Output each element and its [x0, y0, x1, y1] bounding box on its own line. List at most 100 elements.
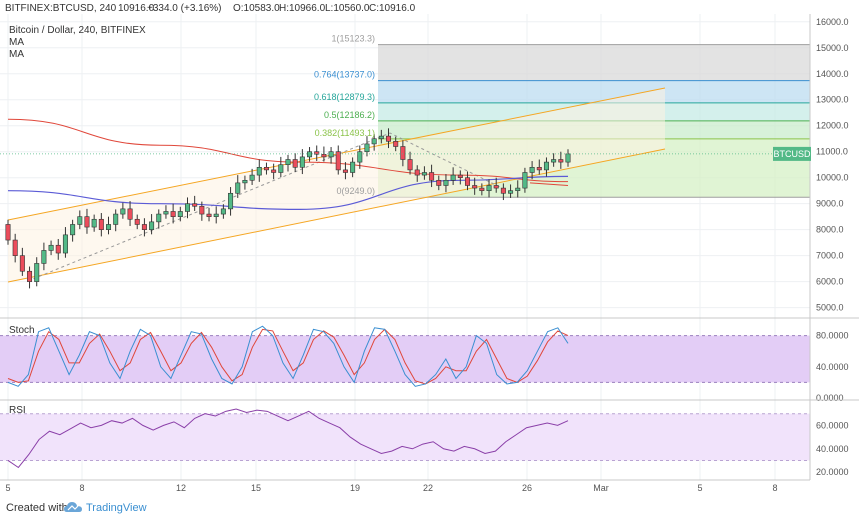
candle — [98, 213, 104, 237]
candle-body — [364, 143, 370, 153]
candle-body — [371, 138, 377, 145]
candle-body — [407, 159, 413, 171]
rsi-tick-label: 40.0000 — [816, 444, 849, 454]
candle — [357, 145, 363, 169]
candle — [299, 149, 305, 175]
candle — [457, 170, 463, 185]
candle — [508, 184, 514, 198]
candle — [106, 216, 112, 235]
candle-body — [149, 221, 155, 230]
rsi-tick-label: 60.0000 — [816, 420, 849, 430]
candle — [285, 154, 291, 172]
candle-body — [220, 208, 226, 215]
candle — [156, 209, 162, 229]
candle-body — [91, 218, 97, 228]
candle-body — [27, 270, 33, 282]
candle — [199, 201, 205, 221]
stoch-panel: 80.0000 40.0000 0.0000 — [0, 325, 849, 403]
x-tick-label: 15 — [251, 483, 261, 493]
fib-label: 0(9249.0) — [336, 186, 375, 196]
y-tick-label: 14000.0 — [816, 69, 849, 79]
x-tick-label: 19 — [350, 483, 360, 493]
axes: 16000.0 15000.0 14000.0 13000.0 12000.0 11000… — [0, 14, 859, 493]
candle — [400, 140, 406, 167]
candle-body — [321, 154, 327, 158]
candle — [371, 134, 377, 151]
candle-body — [472, 185, 478, 189]
candle-body — [536, 166, 542, 171]
candle-body — [292, 159, 298, 168]
rsi-band — [0, 413, 810, 461]
created-with-text: Created with — [6, 502, 68, 514]
ma-red-line — [7, 118, 569, 183]
candle — [70, 219, 76, 242]
rsi-line — [7, 408, 569, 469]
stoch-k-line — [7, 325, 569, 387]
y-tick-label: 10000.0 — [816, 173, 849, 183]
candle — [436, 175, 442, 191]
candle — [256, 159, 262, 182]
candle — [48, 240, 54, 256]
candle — [350, 157, 356, 178]
close-value: C:10916.0 — [369, 3, 416, 14]
candle-body — [429, 172, 435, 181]
candle-body — [350, 161, 356, 173]
candle — [19, 247, 25, 276]
price-tag: BTCUSD — [773, 149, 811, 159]
candle — [321, 146, 327, 162]
candle — [206, 207, 212, 222]
candle — [529, 161, 535, 180]
last-price: 10916.0 — [118, 3, 155, 14]
candle-body — [558, 159, 564, 163]
tradingview-link[interactable]: TradingView — [86, 502, 147, 514]
candle-body — [400, 146, 406, 160]
candle-body — [479, 187, 485, 191]
candle-body — [213, 213, 219, 217]
x-tick-label: 8 — [772, 483, 777, 493]
candle — [149, 214, 155, 235]
candle-body — [551, 159, 557, 163]
rsi-label: RSI — [9, 405, 26, 416]
candle — [41, 242, 47, 271]
candle — [192, 195, 198, 211]
stoch-tick-label: 80.0000 — [816, 331, 849, 341]
tradingview-cloud-icon[interactable] — [64, 501, 82, 513]
candle — [500, 183, 506, 201]
candle — [249, 168, 255, 185]
candle-body — [543, 161, 549, 171]
price-chart[interactable]: 1(15123.3) 0.764(13737.0) 0.618(12879.3) 0.… — [0, 0, 859, 496]
candle — [386, 128, 392, 149]
channel-lower-line — [7, 148, 666, 283]
candle — [493, 177, 499, 193]
candle — [12, 233, 18, 263]
candle — [450, 167, 456, 185]
candle-body — [278, 164, 284, 173]
candle — [77, 210, 83, 230]
high-value: H:10966.0 — [279, 3, 326, 14]
candle-body — [192, 203, 198, 207]
open-value: O:10583.0 — [233, 3, 280, 14]
candle-body — [41, 250, 47, 264]
candle — [62, 227, 68, 258]
x-tick-label: 22 — [423, 483, 433, 493]
candle-body — [508, 190, 514, 194]
candle-body — [156, 213, 162, 223]
y-tick-label: 11000.0 — [816, 147, 848, 157]
candle-body — [421, 172, 427, 176]
candle — [263, 162, 269, 175]
rsi-panel: 60.0000 40.0000 20.0000 — [0, 408, 849, 477]
fib-label: 0.382(11493.1) — [315, 128, 375, 138]
candle-body — [529, 166, 535, 173]
fibonacci-labels: 1(15123.3) 0.764(13737.0) 0.618(12879.3) 0.… — [314, 34, 375, 197]
candle — [364, 136, 370, 157]
y-tick-label: 15000.0 — [816, 43, 849, 53]
candle — [414, 165, 420, 182]
candle — [307, 147, 313, 162]
candle-body — [328, 151, 334, 158]
candle — [220, 204, 226, 219]
low-value: L:10560.0 — [325, 3, 370, 14]
stoch-label: Stoch — [9, 325, 35, 336]
candle-body — [48, 244, 54, 251]
candle-body — [450, 174, 456, 181]
candle-body — [228, 192, 234, 210]
